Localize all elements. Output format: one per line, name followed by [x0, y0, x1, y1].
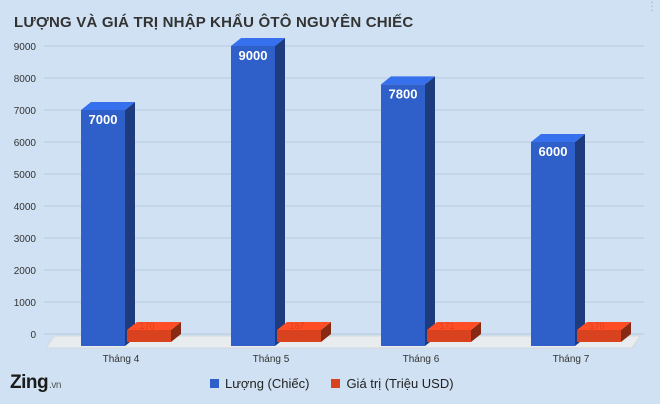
- bar-series-1: [231, 46, 275, 346]
- bar-series-1-top: [231, 38, 285, 46]
- x-tick-label: Tháng 5: [253, 354, 290, 365]
- data-label-series-2: 187: [289, 321, 304, 331]
- y-tick-label: 3000: [14, 234, 37, 245]
- bar-series-1-side: [275, 38, 285, 346]
- bar-series-1-side: [125, 102, 135, 346]
- y-tick-label: 4000: [14, 202, 37, 213]
- bar-layer: [81, 38, 631, 347]
- label-layer: 7000 170 Tháng 4 9000 187 Tháng 5 7800 171 Tháng…: [89, 48, 605, 365]
- bar-series-2: [277, 330, 321, 342]
- y-tick-label: 5000: [14, 170, 37, 181]
- legend-swatch-series-2: [331, 379, 341, 388]
- y-tick-label: 9000: [14, 42, 37, 53]
- data-label-series-1: 6000: [539, 144, 568, 159]
- bar-series-1-top: [531, 134, 585, 142]
- bar-series-2-top: [577, 322, 631, 330]
- x-tick-label: Tháng 6: [403, 354, 440, 365]
- x-tick-label: Tháng 4: [103, 354, 140, 365]
- bar-series-1-top: [81, 102, 135, 110]
- data-label-series-2: 170: [139, 321, 154, 331]
- legend-swatch-series-1: [210, 379, 219, 388]
- bar-series-1: [81, 110, 125, 346]
- bar-series-2: [127, 330, 171, 342]
- data-label-series-1: 9000: [239, 48, 268, 63]
- bar-series-2-side: [321, 322, 331, 342]
- y-tick-label: 7000: [14, 106, 37, 117]
- bar-series-1-top: [381, 76, 435, 85]
- bar-series-2: [577, 330, 621, 342]
- more-options-icon[interactable]: · · ·: [650, 0, 654, 17]
- data-label-series-2: 171: [439, 321, 454, 331]
- y-tick-label: 8000: [14, 74, 37, 85]
- bar-series-2-top: [127, 322, 181, 330]
- chart-title: LƯỢNG VÀ GIÁ TRỊ NHẬP KHẨU ÔTÔ NGUYÊN CH…: [14, 14, 414, 31]
- data-label-series-1: 7000: [89, 112, 118, 127]
- y-tick-label: 2000: [14, 266, 37, 277]
- brand-logo: Zing.vn: [10, 372, 61, 393]
- bar-series-2-top: [427, 322, 481, 330]
- legend-label-series-1: Lượng (Chiếc): [225, 376, 310, 391]
- bar-series-1-side: [425, 76, 435, 347]
- bar-series-2-side: [471, 322, 481, 342]
- data-label-series-1: 7800: [389, 86, 418, 101]
- x-tick-label: Tháng 7: [553, 354, 590, 365]
- legend-label-series-2: Giá trị (Triệu USD): [346, 376, 454, 391]
- bar-series-2-top: [277, 322, 331, 330]
- data-label-series-2: 170: [589, 321, 604, 331]
- bar-series-1: [381, 84, 425, 347]
- chart-legend: Lượng (Chiếc) Giá trị (Triệu USD): [210, 376, 454, 391]
- legend-item-series-2: Giá trị (Triệu USD): [331, 376, 454, 391]
- y-tick-label: 6000: [14, 138, 37, 149]
- y-tick-label: 1000: [14, 298, 37, 309]
- bar-series-2-side: [621, 322, 631, 342]
- y-tick-label: 0: [30, 330, 36, 341]
- bar-series-1: [531, 142, 575, 346]
- bar-series-2: [427, 330, 471, 342]
- bar-series-2-side: [171, 322, 181, 342]
- bar-series-1-side: [575, 134, 585, 346]
- legend-item-series-1: Lượng (Chiếc): [210, 376, 309, 391]
